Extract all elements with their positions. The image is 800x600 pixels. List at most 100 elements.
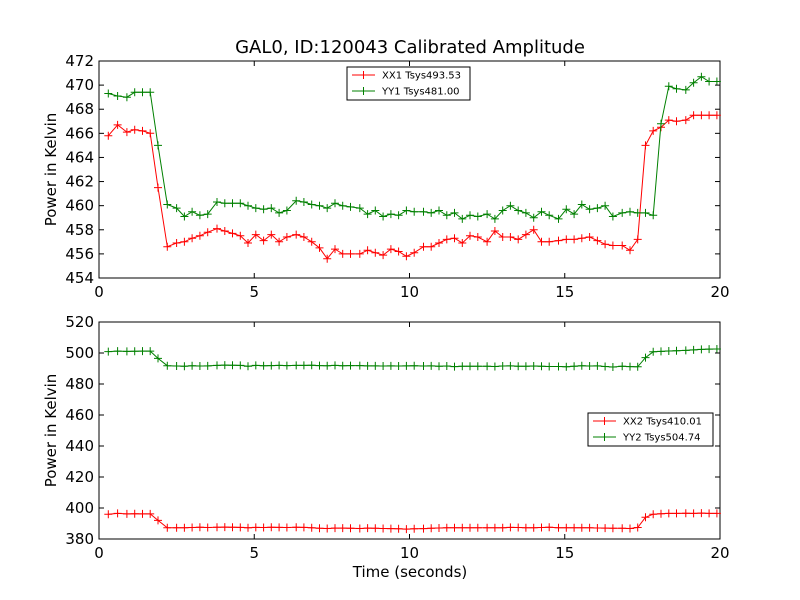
top-legend: XX1 Tsys493.53 YY1 Tsys481.00 [346,66,471,101]
data-point-xx1 [236,231,245,240]
data-point-xx1 [483,237,492,246]
data-point-yy2 [672,346,681,355]
data-point-yy1 [577,200,586,209]
data-point-yy2 [292,361,301,370]
data-point-yy2 [681,346,690,355]
data-point-yy2 [259,361,268,370]
data-point-xx1 [371,248,380,257]
data-point-yy2 [371,361,380,370]
data-point-yy2 [180,362,189,371]
data-point-xx2 [419,524,428,533]
data-point-xx1 [195,231,204,240]
data-point-xx1 [681,116,690,125]
data-point-yy1 [163,200,172,209]
data-point-yy2 [138,347,147,356]
data-point-yy1 [355,204,364,213]
data-point-xx1 [427,242,436,251]
legend-marker-yy1 [359,87,368,95]
top-x-tick-label: 15 [555,283,574,301]
data-point-xx1 [154,183,162,192]
data-point-yy1 [386,210,395,219]
data-point-xx2 [641,513,650,522]
data-point-xx2 [545,523,554,532]
data-point-yy1 [259,205,268,214]
bottom-y-tick-label: 480 [65,375,94,393]
data-point-xx2 [236,523,245,532]
data-point-xx1 [570,235,579,244]
data-point-yy2 [113,347,122,356]
top-plot-ticks: 0 5 10 15 20 454 456 458 460 462 464 466 468 470 472 [65,52,729,301]
data-point-yy2 [282,361,291,370]
top-x-tick-label: 0 [94,283,104,301]
data-point-xx1 [473,233,482,241]
data-point-yy2 [419,362,428,370]
data-point-yy2 [593,361,602,370]
data-point-xx1 [355,249,364,258]
data-point-xx1 [323,254,332,263]
data-point-xx1 [251,230,260,239]
data-point-yy1 [705,77,714,86]
data-point-yy1 [323,204,332,213]
data-point-xx2 [346,524,355,533]
data-point-xx1 [386,245,395,254]
data-point-yy1 [188,207,197,216]
data-point-yy1 [562,205,571,214]
data-point-yy1 [172,204,181,213]
data-point-yy2 [267,361,276,370]
data-point-yy1 [545,211,554,220]
data-point-yy1 [657,119,665,128]
data-point-xx1 [188,234,197,243]
data-point-xx1 [394,247,403,256]
data-point-xx1 [458,239,467,247]
data-point-xx2 [483,523,492,532]
data-point-xx1 [554,236,563,245]
data-point-xx1 [213,224,221,233]
data-point-yy2 [705,345,714,354]
data-point-xx1 [180,237,189,246]
data-point-xx2 [138,509,147,518]
data-point-xx2 [585,523,594,532]
bottom-y-tick-label: 380 [65,530,94,548]
data-point-yy2 [338,361,347,370]
data-point-xx2 [664,509,673,518]
data-point-xx2 [577,523,586,532]
data-point-xx1 [338,249,347,258]
data-point-yy1 [267,204,276,213]
data-point-xx2 [649,510,658,519]
data-point-yy1 [514,206,523,215]
data-point-yy1 [236,199,245,208]
data-point-xx2 [618,524,627,533]
data-point-xx1 [593,236,602,245]
data-point-xx1 [689,111,698,120]
data-point-yy2 [458,362,467,371]
data-point-xx1 [608,241,617,250]
data-point-yy2 [275,361,284,370]
data-point-xx2 [450,523,459,532]
data-point-xx1 [562,235,571,244]
data-point-xx2 [435,524,443,532]
data-point-xx1 [402,252,411,261]
data-point-xx2 [331,524,339,533]
data-point-yy1 [521,208,530,217]
data-point-xx2 [490,523,499,532]
data-point-xx1 [466,231,474,240]
data-point-yy2 [545,362,554,371]
data-point-yy1 [641,208,650,217]
data-point-yy1 [299,198,308,206]
top-y-tick-label: 466 [65,124,94,142]
data-point-xx1 [585,233,594,241]
data-point-xx1 [419,242,428,251]
data-point-yy1 [138,88,147,97]
top-x-tick-label: 10 [400,283,419,301]
data-point-xx2 [506,523,515,532]
top-y-tick-label: 462 [65,173,94,191]
data-point-yy1 [282,206,291,215]
data-point-yy2 [633,362,642,371]
data-point-yy2 [577,361,586,370]
data-point-xx2 [130,509,139,518]
data-point-yy2 [689,345,698,354]
data-point-yy1 [346,202,355,211]
bottom-y-tick-label: 440 [65,437,94,455]
bottom-subplot: 0 5 10 15 20 380 400 420 440 460 480 500 520 Power i… [42,313,730,581]
bottom-plot-ticks: 0 5 10 15 20 380 400 420 440 460 480 500 520 [65,313,729,562]
